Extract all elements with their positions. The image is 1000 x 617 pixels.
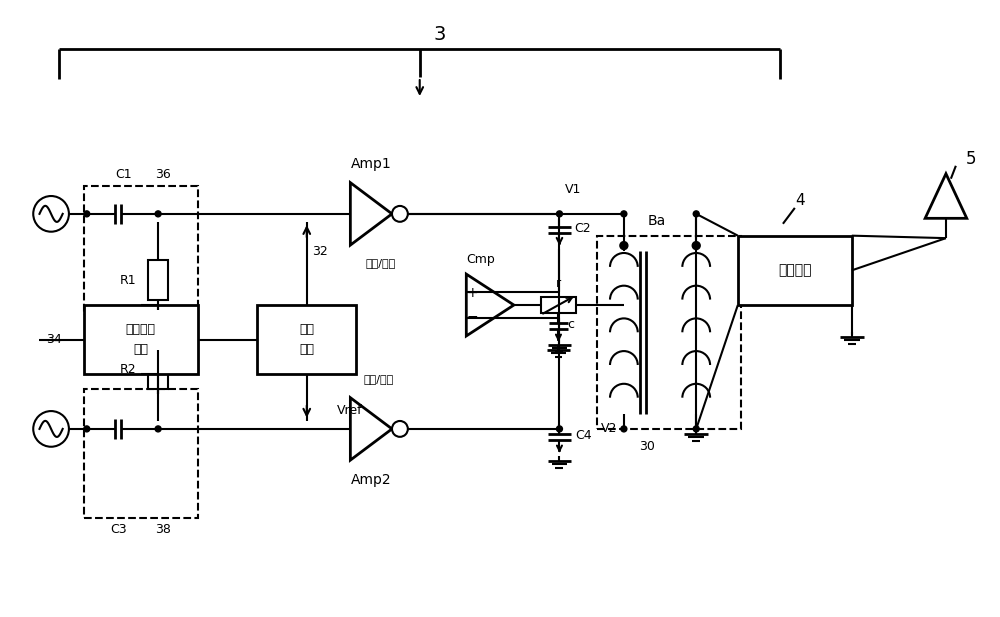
Circle shape	[693, 426, 699, 432]
Circle shape	[621, 426, 627, 432]
Text: 电压生成: 电压生成	[126, 323, 156, 336]
Text: C2: C2	[574, 222, 591, 235]
Bar	[738, 236, 852, 305]
Circle shape	[621, 211, 627, 217]
Text: 导通/断开: 导通/断开	[366, 259, 396, 268]
Circle shape	[693, 211, 699, 217]
Circle shape	[155, 426, 161, 432]
Text: 38: 38	[155, 523, 171, 537]
Text: C1: C1	[115, 168, 132, 181]
Circle shape	[620, 242, 628, 249]
Circle shape	[392, 206, 408, 222]
Text: V2: V2	[601, 423, 617, 436]
Circle shape	[155, 211, 161, 217]
Circle shape	[556, 211, 562, 217]
Bar	[148, 260, 168, 300]
Bar	[541, 297, 576, 313]
Text: Cmp: Cmp	[466, 253, 495, 266]
Text: R2: R2	[120, 363, 136, 376]
Text: 32: 32	[312, 246, 327, 259]
Circle shape	[556, 426, 562, 432]
Text: 电路: 电路	[133, 343, 148, 356]
Text: Vref: Vref	[336, 404, 362, 417]
Text: 30: 30	[639, 441, 655, 453]
Text: 36: 36	[155, 168, 171, 181]
Text: 匹配电路: 匹配电路	[778, 263, 812, 278]
Text: 34: 34	[46, 333, 62, 346]
Circle shape	[84, 426, 90, 432]
Text: V1: V1	[564, 183, 581, 196]
Bar	[84, 186, 198, 315]
Text: C3: C3	[110, 523, 127, 537]
Text: R1: R1	[120, 274, 136, 287]
Text: Amp2: Amp2	[351, 473, 391, 487]
Circle shape	[692, 242, 700, 249]
Circle shape	[392, 421, 408, 437]
Text: +: +	[466, 286, 478, 300]
Text: 3: 3	[433, 25, 446, 44]
Text: c: c	[567, 318, 574, 331]
Bar	[148, 350, 168, 389]
Text: 电路: 电路	[299, 343, 314, 356]
Text: 控制: 控制	[299, 323, 314, 336]
Text: r: r	[556, 277, 561, 290]
Circle shape	[33, 411, 69, 447]
Text: C4: C4	[575, 429, 592, 442]
Circle shape	[33, 196, 69, 232]
Bar	[84, 305, 198, 375]
Text: 4: 4	[795, 194, 805, 209]
Text: −: −	[466, 310, 478, 324]
Bar	[257, 305, 356, 375]
Circle shape	[84, 211, 90, 217]
Text: Amp1: Amp1	[351, 157, 392, 172]
Bar	[84, 389, 198, 518]
Text: 5: 5	[965, 150, 976, 168]
Text: 导通/断开: 导通/断开	[364, 375, 394, 384]
Bar	[597, 236, 741, 429]
Text: Ba: Ba	[647, 214, 666, 228]
